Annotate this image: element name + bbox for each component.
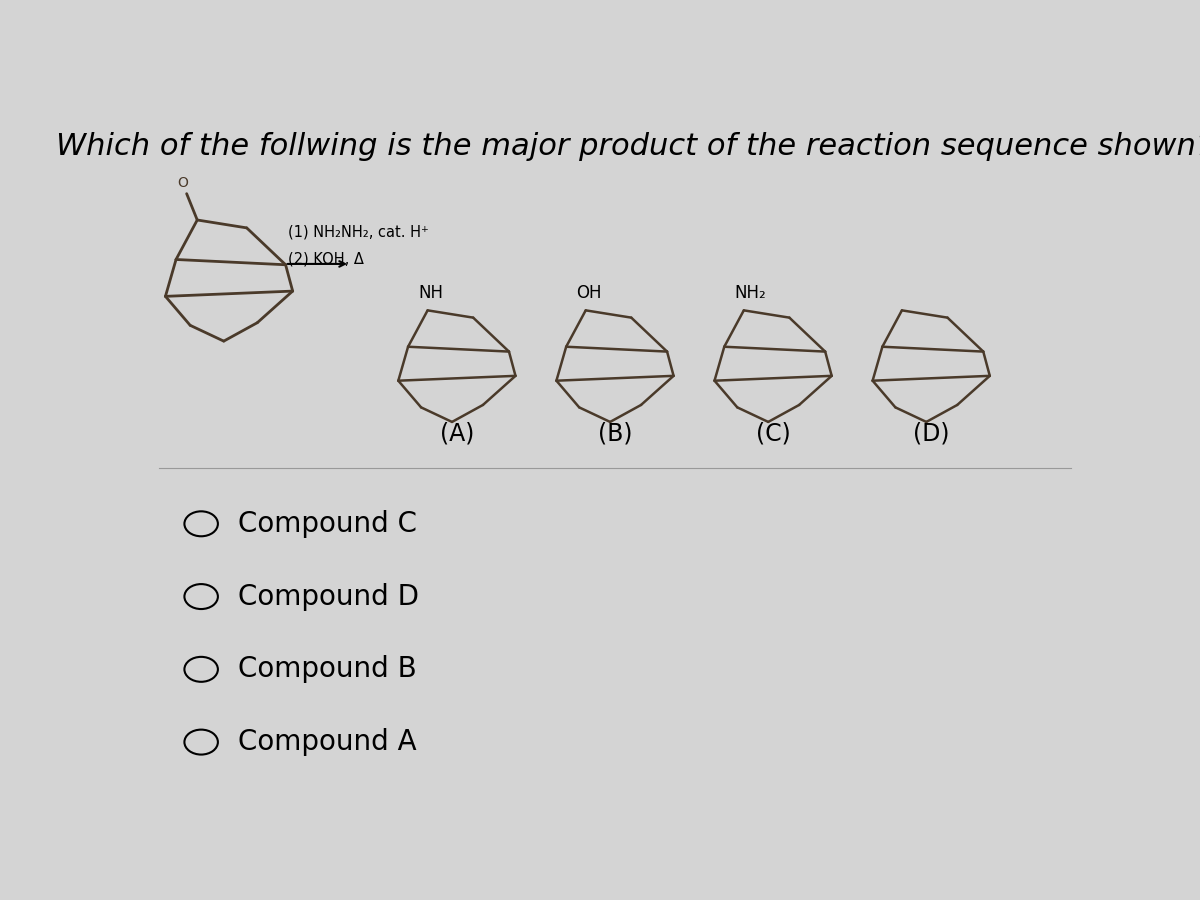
Text: Which of the follwing is the major product of the reaction sequence shown?: Which of the follwing is the major produ… — [55, 132, 1200, 161]
Text: OH: OH — [576, 284, 602, 302]
Text: (A): (A) — [439, 422, 474, 446]
Text: Compound D: Compound D — [239, 582, 419, 610]
Text: O: O — [178, 176, 188, 190]
Text: (1) NH₂NH₂, cat. H⁺: (1) NH₂NH₂, cat. H⁺ — [288, 225, 428, 239]
Text: (C): (C) — [756, 422, 791, 446]
Text: NH₂: NH₂ — [734, 284, 767, 302]
Text: NH: NH — [419, 284, 443, 302]
Text: Compound C: Compound C — [239, 509, 418, 538]
Text: Compound A: Compound A — [239, 728, 416, 756]
Text: (D): (D) — [913, 422, 949, 446]
Text: (2) KOH, Δ: (2) KOH, Δ — [288, 251, 364, 266]
Text: Compound B: Compound B — [239, 655, 418, 683]
Text: (B): (B) — [598, 422, 632, 446]
